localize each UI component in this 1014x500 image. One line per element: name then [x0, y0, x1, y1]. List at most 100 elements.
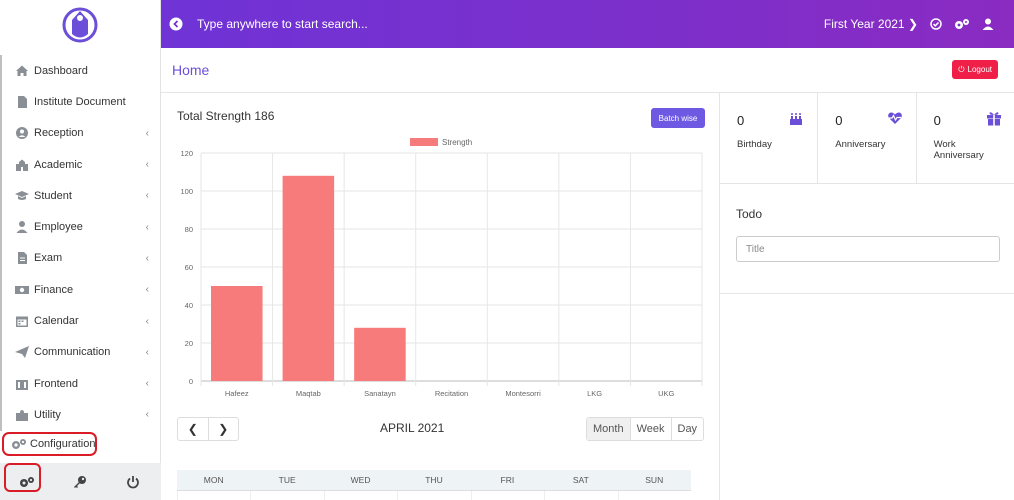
view-week-button[interactable]: Week	[629, 418, 671, 440]
x-tick-label: Hafeez	[225, 389, 249, 398]
y-tick-label: 80	[185, 225, 193, 234]
search-input[interactable]: Type anywhere to start search...	[197, 17, 368, 31]
x-tick-label: Sanatayn	[364, 389, 396, 398]
legend-swatch	[410, 138, 438, 146]
home-icon	[14, 64, 30, 78]
y-tick-label: 20	[185, 339, 193, 348]
chevron-left-icon: ‹	[145, 409, 149, 421]
back-arrow-icon[interactable]	[169, 17, 183, 31]
calendar-icon	[14, 314, 30, 328]
money-icon	[14, 283, 30, 297]
todo-title-input[interactable]	[736, 236, 1000, 262]
sidebar-item-configuration[interactable]: Configuration	[2, 432, 97, 456]
key-button[interactable]	[53, 463, 106, 500]
calendar-cell[interactable]	[544, 491, 617, 500]
bar-hafeez	[211, 286, 263, 381]
stat-birthday[interactable]: 0 Birthday	[720, 93, 819, 184]
configuration-label: Configuration	[30, 438, 96, 450]
paper-plane-icon	[14, 345, 30, 359]
x-tick-label: Recitation	[435, 389, 468, 398]
day-header: SAT	[572, 475, 589, 485]
check-circle-icon[interactable]	[930, 18, 942, 30]
chevron-left-icon: ‹	[145, 346, 149, 358]
todo-section: Todo	[720, 184, 1014, 294]
file-icon	[14, 251, 30, 265]
right-panel: 0 Birthday 0 Anniversary 0 Work Annivers…	[719, 93, 1014, 500]
y-tick-label: 120	[180, 149, 193, 158]
chevron-left-icon: ‹	[145, 221, 149, 233]
calendar-week-row	[177, 490, 691, 500]
sidebar-item-label: Employee	[34, 221, 83, 234]
stat-label: Work Anniversary	[933, 139, 984, 161]
calendar-prev-button[interactable]: ❮	[178, 418, 209, 440]
sidebar-item-communication[interactable]: Communication ‹	[0, 336, 161, 368]
stat-value: 0	[835, 113, 843, 128]
calendar-cell[interactable]	[397, 491, 470, 500]
todo-title: Todo	[736, 207, 763, 221]
sidebar: Dashboard Institute Document Reception ‹ Aca…	[0, 0, 161, 500]
user-icon[interactable]	[982, 18, 994, 30]
batch-wise-button[interactable]: Batch wise	[651, 108, 705, 128]
sidebar-item-label: Reception	[34, 127, 84, 140]
sidebar-item-label: Dashboard	[34, 64, 88, 77]
day-header: FRI	[500, 475, 515, 485]
calendar-day-header: MON TUE WED THU FRI SAT SUN	[177, 470, 691, 490]
legend-label: Strength	[442, 138, 472, 147]
stat-label: Birthday	[737, 139, 772, 150]
sidebar-item-utility[interactable]: Utility ‹	[0, 399, 161, 431]
page-header: Home ⏻ Logout	[161, 48, 1014, 93]
calendar-cell[interactable]	[250, 491, 323, 500]
stats-row: 0 Birthday 0 Anniversary 0 Work Annivers…	[720, 93, 1014, 184]
day-header: WED	[350, 475, 371, 485]
sidebar-item-dashboard[interactable]: Dashboard	[0, 55, 161, 87]
calendar-nav: ❮ ❯	[177, 417, 239, 441]
school-icon	[14, 158, 30, 172]
calendar-cell[interactable]	[323, 491, 397, 500]
gears-icon	[19, 476, 34, 487]
puzzle-icon	[14, 408, 30, 422]
stat-anniversary[interactable]: 0 Anniversary	[818, 93, 917, 184]
sidebar-item-exam[interactable]: Exam ‹	[0, 242, 161, 275]
sidebar-item-institute-document[interactable]: Institute Document	[0, 86, 161, 118]
view-day-button[interactable]: Day	[670, 418, 704, 440]
x-tick-label: LKG	[587, 389, 602, 398]
sidebar-item-label: Communication	[34, 346, 111, 359]
logout-button[interactable]: ⏻ Logout	[952, 60, 998, 79]
user-icon	[14, 220, 30, 234]
y-tick-label: 60	[185, 263, 193, 272]
topbar-right: First Year 2021 ❯	[824, 0, 994, 48]
chevron-left-icon: ‹	[145, 190, 149, 202]
stat-work-anniversary[interactable]: 0 Work Anniversary	[917, 93, 1014, 184]
day-header: MON	[203, 475, 224, 485]
settings-button[interactable]	[0, 463, 53, 500]
sidebar-item-reception[interactable]: Reception ‹	[0, 117, 161, 149]
sidebar-item-label: Student	[34, 189, 72, 202]
sidebar-item-employee[interactable]: Employee ‹	[0, 211, 161, 243]
chevron-left-icon: ‹	[145, 252, 149, 264]
x-tick-label: Montesorri	[505, 389, 541, 398]
sidebar-item-calendar[interactable]: Calendar ‹	[0, 305, 161, 337]
sidebar-item-academic[interactable]: Academic ‹	[0, 148, 161, 181]
y-tick-label: 100	[180, 187, 193, 196]
calendar-cell[interactable]	[177, 491, 250, 500]
sidebar-item-label: Calendar	[34, 315, 79, 328]
topbar: Type anywhere to start search... First Y…	[161, 0, 1014, 48]
view-month-button[interactable]: Month	[587, 418, 630, 440]
key-icon	[73, 475, 86, 488]
sidebar-item-student[interactable]: Student ‹	[0, 180, 161, 212]
calendar-cell[interactable]	[470, 491, 544, 500]
calendar-next-button[interactable]: ❯	[209, 418, 239, 440]
x-tick-label: Maqtab	[296, 389, 321, 398]
calendar-cell[interactable]	[617, 491, 691, 500]
chevron-left-icon: ‹	[145, 127, 149, 139]
chevron-right-icon: ❯	[218, 422, 229, 436]
sidebar-item-frontend[interactable]: Frontend ‹	[0, 367, 161, 400]
y-tick-label: 0	[189, 377, 193, 386]
year-selector[interactable]: First Year 2021 ❯	[823, 17, 918, 31]
chart-title: Total Strength 186	[177, 109, 275, 123]
gears-icon[interactable]	[954, 18, 970, 30]
sidebar-item-label: Frontend	[34, 377, 79, 390]
power-button[interactable]	[106, 463, 159, 500]
sidebar-item-finance[interactable]: Finance ‹	[0, 274, 161, 306]
chevron-left-icon: ❮	[187, 422, 198, 436]
